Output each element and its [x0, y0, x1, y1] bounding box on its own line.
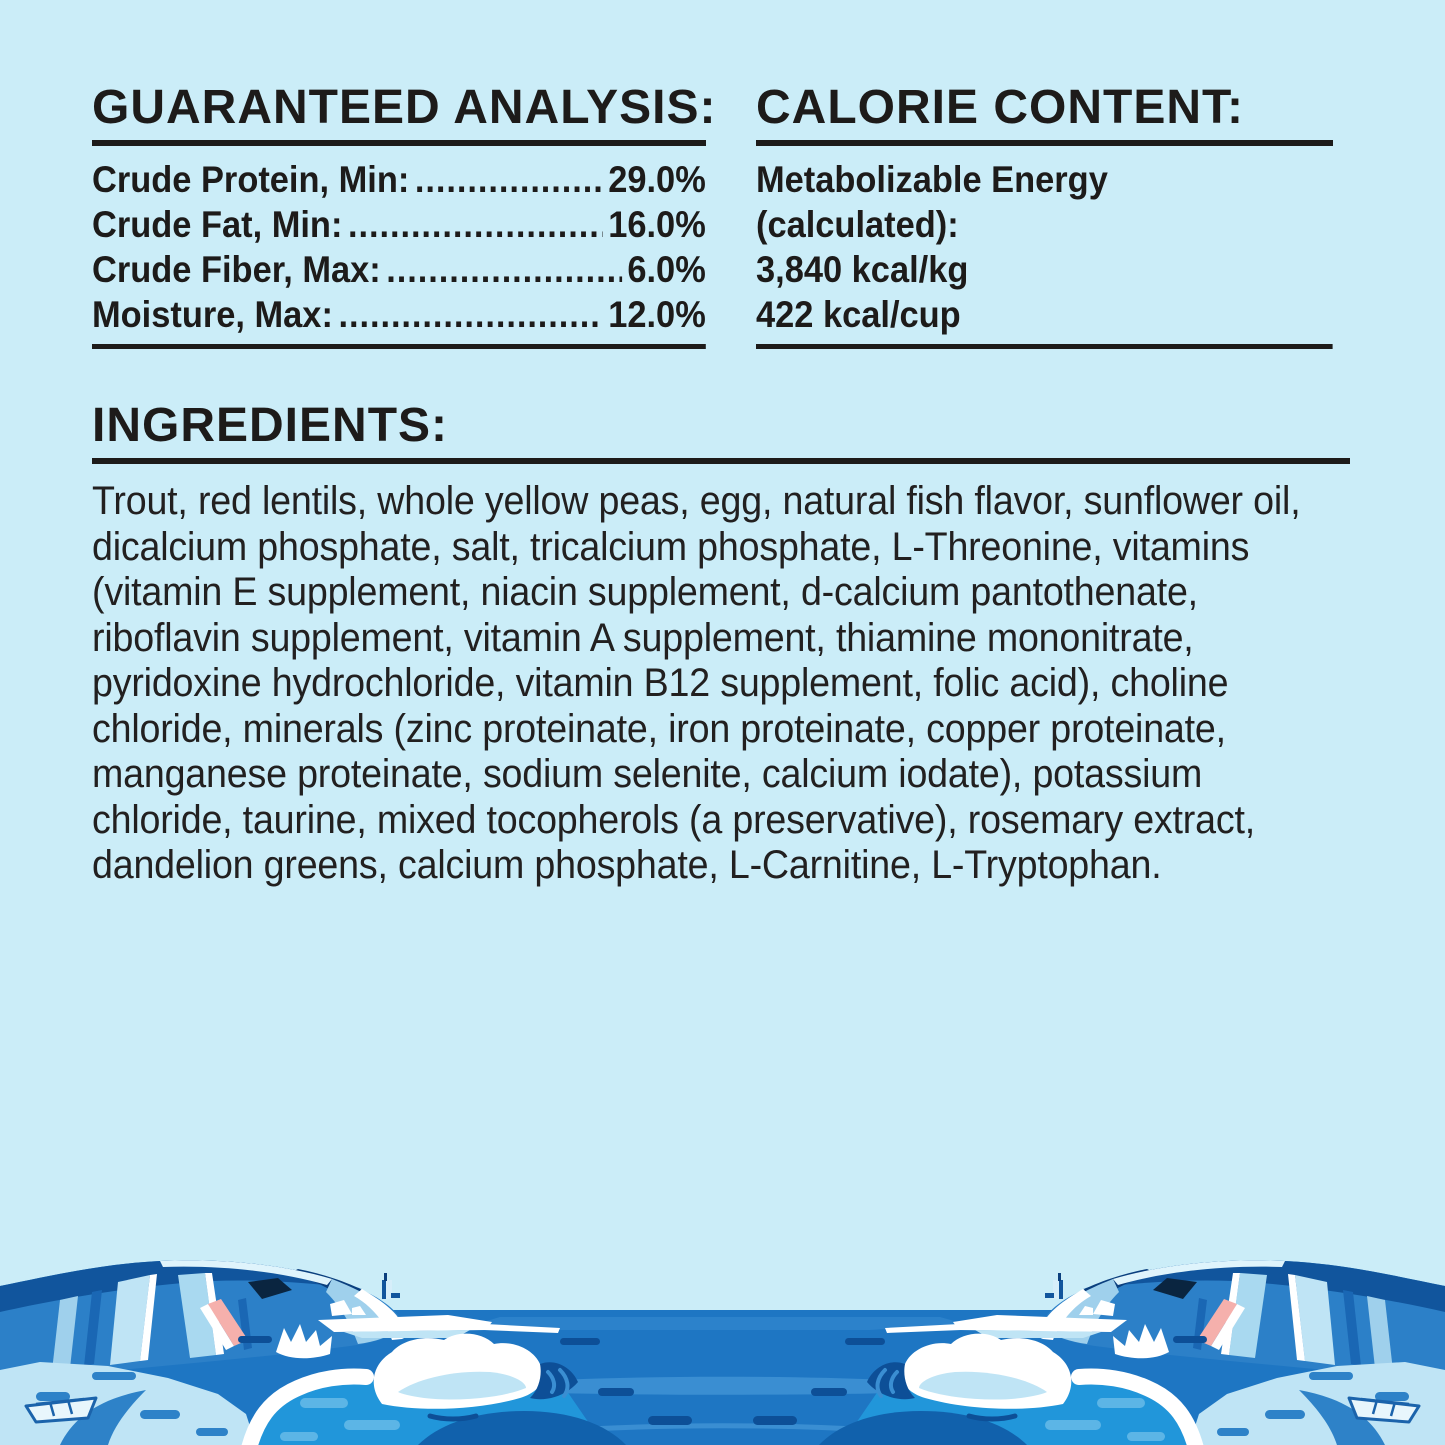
dot-leader: ........................................… — [338, 294, 602, 335]
table-row: Crude Fat, Min: ........................… — [92, 202, 706, 247]
guaranteed-analysis-bottom-rule — [92, 344, 706, 349]
ingredients-title: INGREDIENTS: — [92, 399, 449, 452]
dot-leader: ........................................… — [347, 204, 603, 245]
row-value: 29.0% — [608, 159, 706, 200]
table-row: Crude Protein, Min: ....................… — [92, 157, 706, 202]
row-label: Crude Protein, Min: — [92, 159, 410, 200]
row-value: 16.0% — [608, 204, 706, 245]
row-label: Moisture, Max: — [92, 294, 333, 335]
table-row: Crude Fiber, Max: ......................… — [92, 247, 706, 292]
calorie-content-bottom-rule — [756, 344, 1333, 349]
ingredients-section: INGREDIENTS: Trout, red lentils, whole y… — [92, 402, 1432, 889]
calorie-line: 3,840 kcal/kg — [756, 249, 969, 290]
row-value: 6.0% — [627, 249, 706, 290]
calorie-content-section: CALORIE CONTENT: Metabolizable Energy (c… — [756, 84, 1356, 349]
guaranteed-analysis-title-rule — [92, 140, 706, 146]
guaranteed-analysis-table: Crude Protein, Min: ....................… — [92, 157, 706, 337]
ingredients-paragraph: Trout, red lentils, whole yellow peas, e… — [92, 479, 1301, 887]
row-value: 12.0% — [608, 294, 706, 335]
row-label: Crude Fiber, Max: — [92, 249, 381, 290]
calorie-content-lines: Metabolizable Energy (calculated): 3,840… — [756, 157, 1314, 337]
calorie-content-title-rule — [756, 140, 1333, 146]
table-row: Moisture, Max: .........................… — [92, 292, 706, 337]
calorie-content-title: CALORIE CONTENT: — [756, 81, 1244, 134]
row-label: Crude Fat, Min: — [92, 204, 343, 245]
dot-leader: ........................................… — [386, 249, 621, 290]
ocean-horizon-patch — [480, 1317, 965, 1330]
calorie-line: (calculated): — [756, 204, 959, 245]
calorie-line: 422 kcal/cup — [756, 294, 961, 335]
icy-coast-illustration — [0, 1240, 1445, 1445]
ingredients-title-rule — [92, 458, 1350, 464]
dot-leader: ........................................… — [414, 159, 603, 200]
guaranteed-analysis-section: GUARANTEED ANALYSIS: Crude Protein, Min:… — [92, 81, 717, 349]
guaranteed-analysis-title: GUARANTEED ANALYSIS: — [92, 81, 717, 134]
calorie-line: Metabolizable Energy — [756, 159, 1108, 200]
